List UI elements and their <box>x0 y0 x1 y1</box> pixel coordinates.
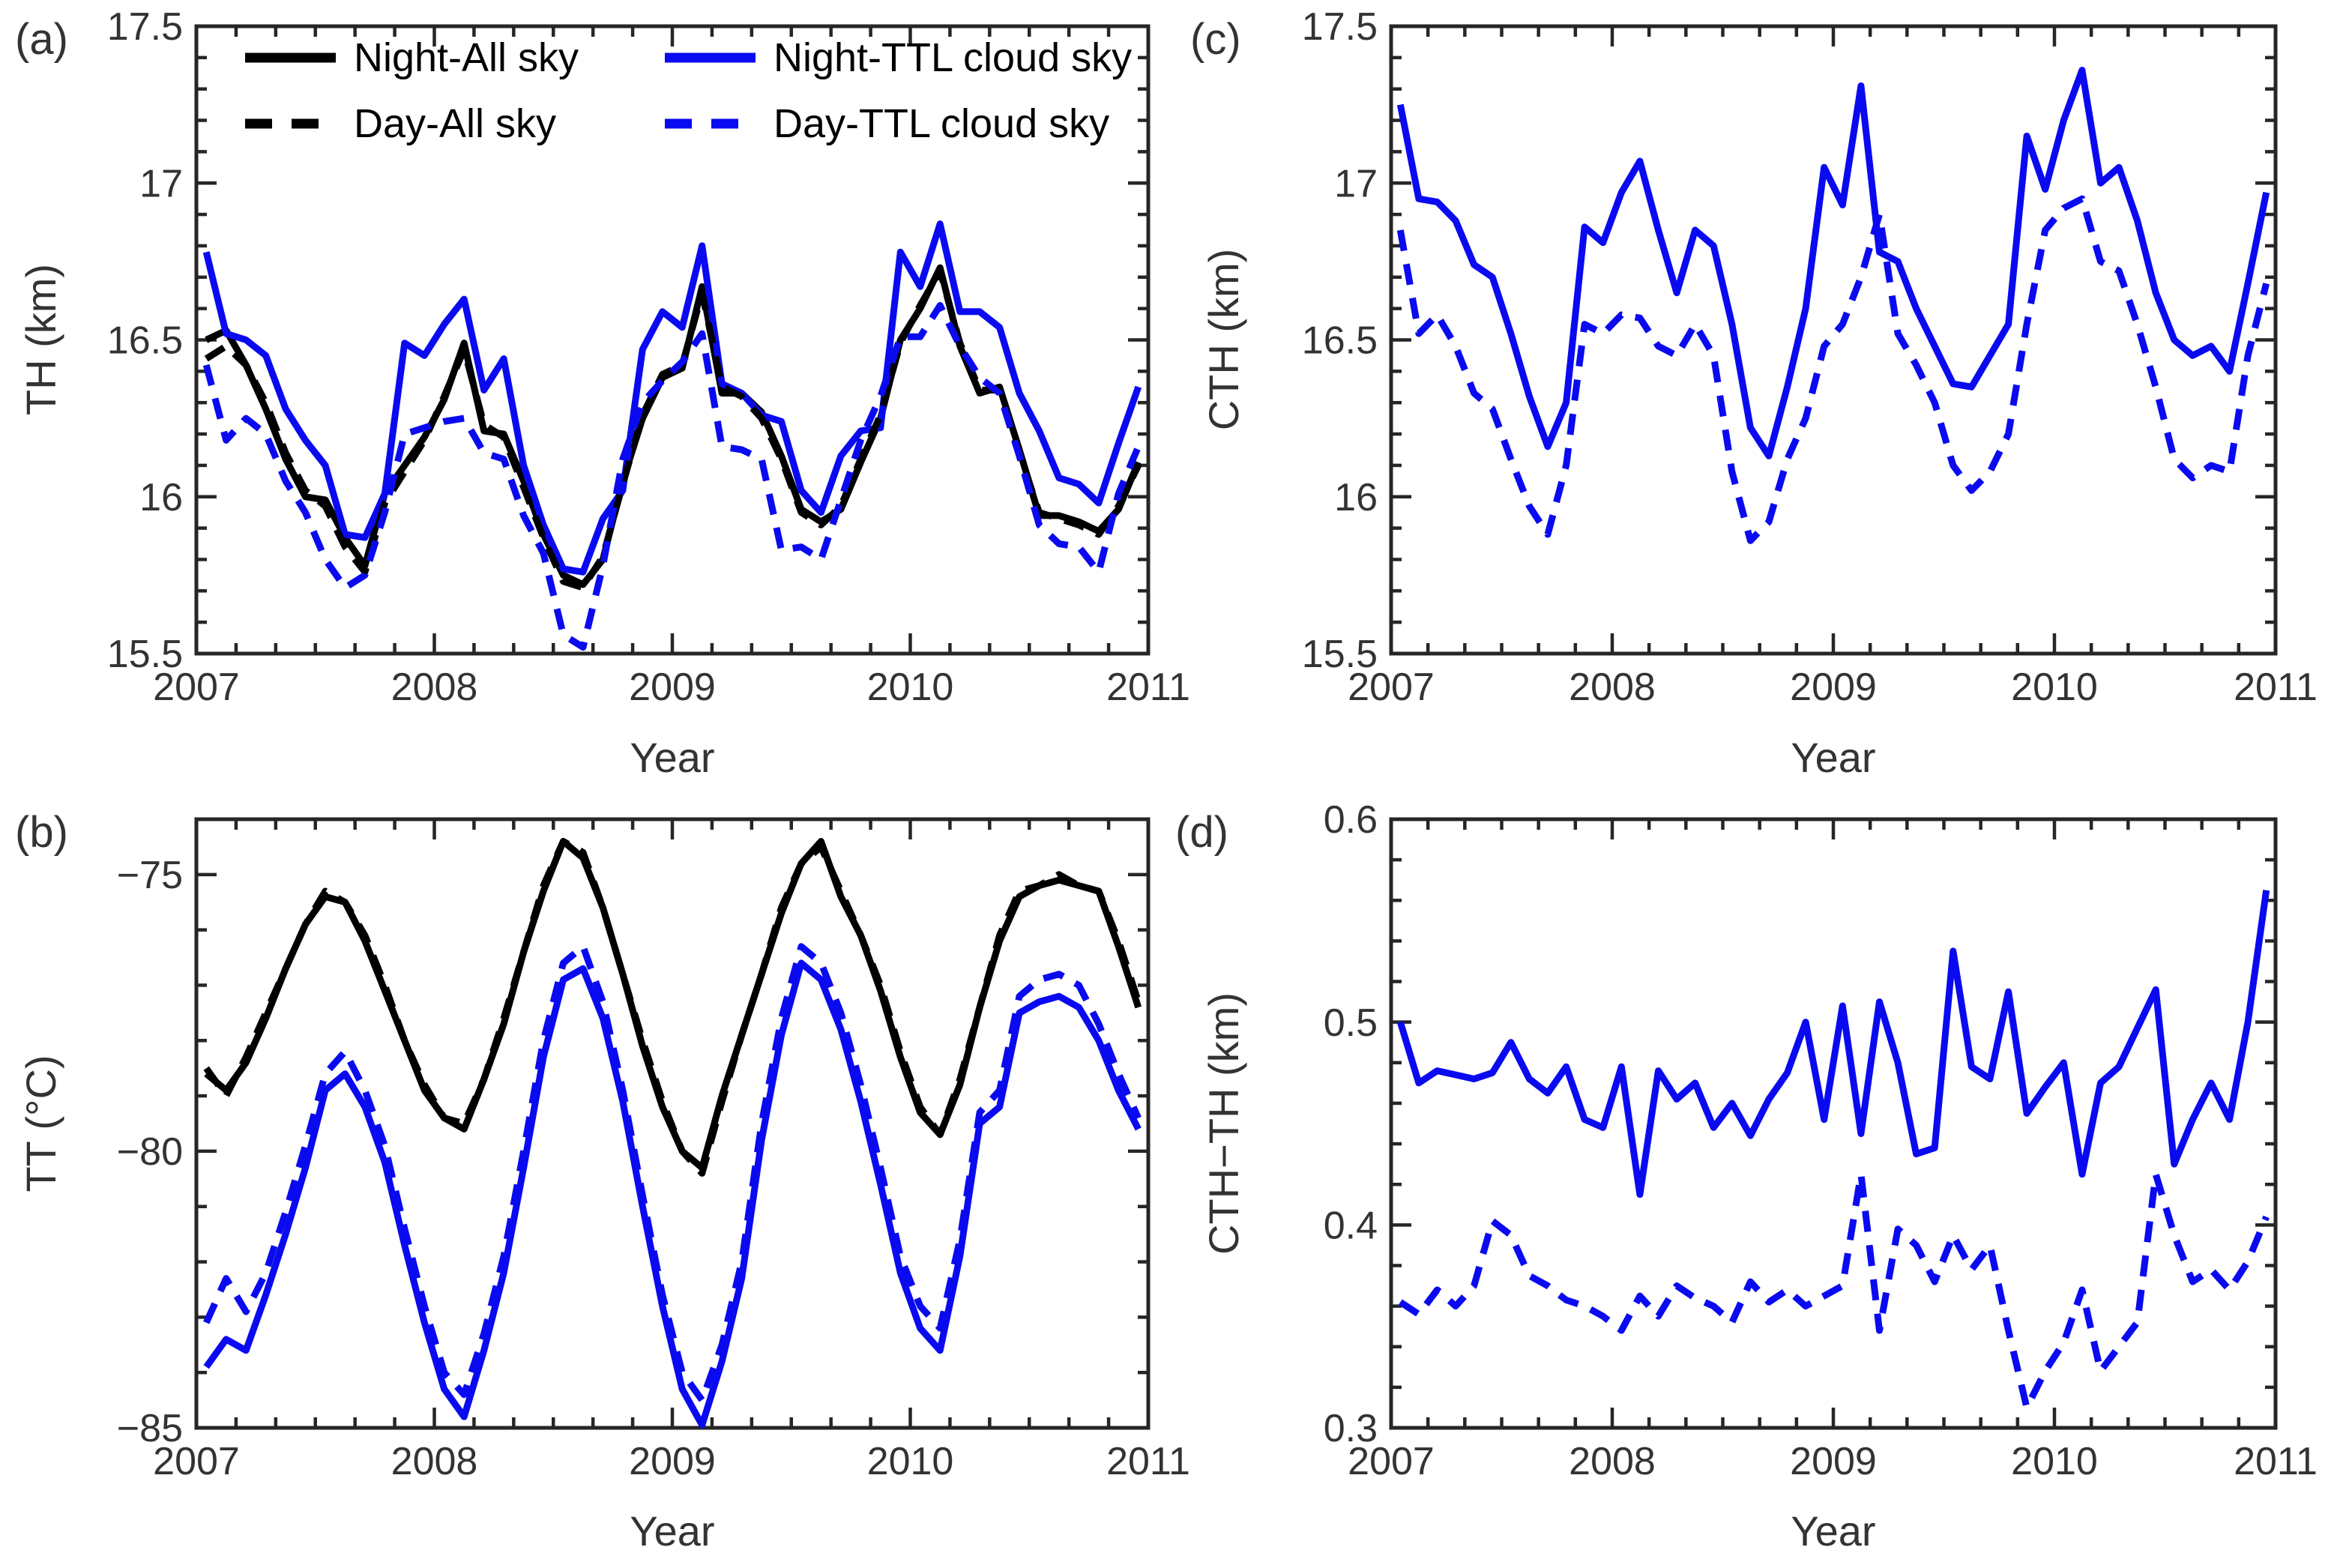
x-axis-label-c: Year <box>1791 734 1875 781</box>
svg-text:2009: 2009 <box>1790 666 1877 709</box>
svg-text:2009: 2009 <box>1790 1440 1877 1483</box>
panel-letter-c: (c) <box>1190 15 1241 64</box>
svg-text:2008: 2008 <box>1569 666 1656 709</box>
legend-item-day-ttl: Day-TTL cloud sky <box>663 103 1109 144</box>
svg-text:2008: 2008 <box>1569 1440 1656 1483</box>
svg-text:2011: 2011 <box>2234 1440 2318 1483</box>
svg-text:−85: −85 <box>117 1407 183 1450</box>
y-axis-label-d: CTH−TH (km) <box>1200 992 1247 1255</box>
svg-text:0.6: 0.6 <box>1324 798 1378 842</box>
panel-letter-b: (b) <box>15 808 68 857</box>
svg-text:16: 16 <box>1334 476 1378 519</box>
legend-label: Night-TTL cloud sky <box>774 35 1133 80</box>
y-axis-label-c: CTH (km) <box>1200 249 1247 431</box>
legend-row-2: Day-All sky Day-TTL cloud sky <box>244 100 1132 147</box>
panel-letter-d: (d) <box>1175 808 1228 857</box>
legend-label: Night-All sky <box>354 35 579 80</box>
svg-text:15.5: 15.5 <box>107 633 183 676</box>
legend-item-day-all: Day-All sky <box>244 103 663 144</box>
y-axis-label-a: TH (km) <box>17 264 64 415</box>
x-axis-label-d: Year <box>1791 1507 1875 1555</box>
svg-text:2008: 2008 <box>391 666 478 709</box>
legend-line-night-ttl-icon <box>665 52 756 63</box>
y-axis-label-b: TT (°C) <box>17 1055 64 1192</box>
panel-letter-a: (a) <box>15 15 68 64</box>
legend: Night-All sky Night-TTL cloud sky Day-Al… <box>244 34 1132 147</box>
svg-text:2007: 2007 <box>153 1440 240 1483</box>
svg-text:2007: 2007 <box>1348 666 1435 709</box>
svg-text:0.5: 0.5 <box>1324 1001 1378 1045</box>
svg-text:2009: 2009 <box>629 666 716 709</box>
svg-text:2011: 2011 <box>1106 1440 1190 1483</box>
svg-text:16.5: 16.5 <box>1302 319 1378 363</box>
svg-text:−75: −75 <box>117 854 183 897</box>
svg-text:0.3: 0.3 <box>1324 1407 1378 1450</box>
legend-item-night-all: Night-All sky <box>244 37 663 78</box>
svg-text:2010: 2010 <box>2011 666 2098 709</box>
legend-line-night-all-icon <box>245 52 336 63</box>
svg-text:17: 17 <box>139 162 183 205</box>
svg-text:17: 17 <box>1334 162 1378 205</box>
svg-text:2008: 2008 <box>391 1440 478 1483</box>
svg-text:2010: 2010 <box>867 1440 954 1483</box>
svg-text:2007: 2007 <box>1348 1440 1435 1483</box>
legend-label: Day-All sky <box>354 101 557 146</box>
svg-text:2007: 2007 <box>153 666 240 709</box>
svg-text:17.5: 17.5 <box>107 5 183 49</box>
svg-text:2011: 2011 <box>1106 666 1190 709</box>
svg-text:16.5: 16.5 <box>107 319 183 363</box>
svg-text:15.5: 15.5 <box>1302 633 1378 676</box>
legend-row-1: Night-All sky Night-TTL cloud sky <box>244 34 1132 81</box>
legend-item-night-ttl: Night-TTL cloud sky <box>663 37 1132 78</box>
legend-line-day-ttl-icon <box>665 118 756 129</box>
svg-text:2010: 2010 <box>2011 1440 2098 1483</box>
x-axis-label-a: Year <box>630 734 714 781</box>
legend-line-day-all-icon <box>245 118 336 129</box>
svg-text:17.5: 17.5 <box>1302 5 1378 49</box>
svg-text:2009: 2009 <box>629 1440 716 1483</box>
x-axis-label-b: Year <box>630 1507 714 1555</box>
svg-text:2011: 2011 <box>2234 666 2318 709</box>
legend-label: Day-TTL cloud sky <box>774 101 1110 146</box>
svg-text:16: 16 <box>139 476 183 519</box>
svg-text:0.4: 0.4 <box>1324 1204 1378 1248</box>
svg-text:2010: 2010 <box>867 666 954 709</box>
svg-text:−80: −80 <box>117 1130 183 1174</box>
